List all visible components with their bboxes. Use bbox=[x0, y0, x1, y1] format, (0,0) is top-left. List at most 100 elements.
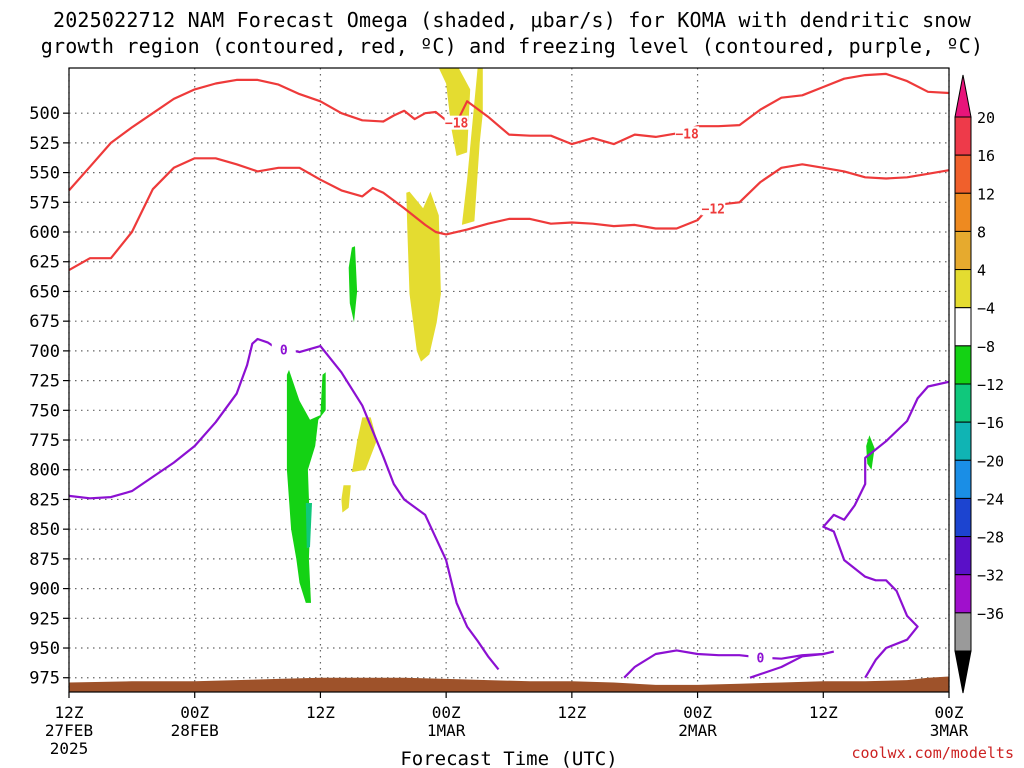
contour-line bbox=[749, 650, 835, 679]
omega-region bbox=[348, 246, 358, 323]
y-tick-label: 950 bbox=[29, 639, 60, 659]
y-tick-label: 925 bbox=[29, 609, 60, 629]
colorbar-swatch bbox=[954, 307, 972, 347]
y-tick-label: 500 bbox=[29, 104, 60, 124]
y-tick-label: 775 bbox=[29, 431, 60, 451]
y-tick-label: 575 bbox=[29, 193, 60, 213]
omega-region bbox=[406, 191, 441, 362]
source-credit: coolwx.com/modelts bbox=[851, 744, 1014, 762]
y-tick-label: 625 bbox=[29, 253, 60, 273]
terrain bbox=[69, 676, 949, 692]
contour-label: 0 bbox=[280, 344, 288, 359]
omega-shading bbox=[286, 68, 875, 603]
colorbar-swatch bbox=[954, 192, 972, 232]
x-tick-label: 12Z bbox=[306, 703, 335, 722]
contour-line bbox=[68, 337, 500, 671]
contour-label-bg bbox=[748, 650, 773, 665]
colorbar-label: 12 bbox=[977, 185, 995, 203]
y-tick-label: 550 bbox=[29, 164, 60, 184]
colorbar-label: −8 bbox=[977, 338, 995, 356]
y-tick-label: 800 bbox=[29, 461, 60, 481]
colorbar-label: −20 bbox=[977, 452, 1004, 470]
contour-labels: −18 −18 −12 0 0 bbox=[271, 115, 773, 667]
omega-region bbox=[438, 68, 471, 156]
x-tick-label: 27FEB bbox=[45, 721, 93, 740]
y-tick-label: 975 bbox=[29, 669, 60, 689]
colorbar-label: −16 bbox=[977, 414, 1004, 432]
colorbar-swatch bbox=[954, 497, 972, 538]
chart-title-line-2: growth region (contoured, red, ºC) and f… bbox=[40, 34, 984, 58]
colorbar-label: 8 bbox=[977, 223, 986, 241]
y-tick-label: 875 bbox=[29, 550, 60, 570]
pressure-axis: 500 525 550 575 600 625 650 675 700 725 750 775 800 8… bbox=[29, 104, 69, 689]
colorbar-swatch bbox=[954, 536, 972, 576]
terrain-fill bbox=[69, 676, 949, 692]
colorbar-swatch bbox=[954, 421, 972, 461]
contour-label: −18 bbox=[675, 127, 699, 142]
colorbar-swatch bbox=[954, 383, 972, 423]
grid-lines bbox=[68, 68, 950, 692]
omega-region bbox=[286, 369, 326, 603]
x-tick-label: 00Z bbox=[683, 703, 712, 722]
colorbar-swatch bbox=[954, 345, 972, 385]
contour-label: −18 bbox=[445, 117, 469, 132]
omega-region bbox=[461, 68, 483, 225]
x-tick-label: 2025 bbox=[50, 739, 89, 758]
x-axis-title: Forecast Time (UTC) bbox=[400, 748, 617, 768]
y-tick-label: 600 bbox=[29, 223, 60, 243]
y-tick-label: 700 bbox=[29, 342, 60, 362]
y-tick-label: 825 bbox=[29, 490, 60, 510]
colorbar-swatch bbox=[954, 230, 972, 271]
colorbar-label: −24 bbox=[977, 490, 1004, 508]
x-tick-label: 00Z bbox=[180, 703, 209, 722]
y-tick-label: 525 bbox=[29, 134, 60, 154]
x-tick-label: 12Z bbox=[809, 703, 838, 722]
contour-label-bg bbox=[271, 342, 296, 357]
y-tick-label: 850 bbox=[29, 520, 60, 540]
contour-line bbox=[68, 72, 950, 192]
y-tick-label: 725 bbox=[29, 372, 60, 392]
contour-label: 0 bbox=[757, 652, 765, 667]
y-tick-label: 900 bbox=[29, 580, 60, 600]
y-tick-label: 650 bbox=[29, 282, 60, 302]
x-tick-label: 28FEB bbox=[171, 721, 219, 740]
contour-label-bg bbox=[675, 126, 700, 141]
contour-label-bg bbox=[444, 115, 469, 130]
omega-region bbox=[351, 417, 377, 473]
x-tick-label: 12Z bbox=[55, 703, 84, 722]
contour-line bbox=[68, 157, 950, 272]
colorbar-label: −32 bbox=[977, 567, 1004, 585]
colorbar-label: 16 bbox=[977, 147, 995, 165]
colorbar-bottom-arrow bbox=[954, 650, 972, 694]
contour-label-bg bbox=[701, 201, 726, 216]
colorbar: 20 16 12 8 4 −4 −8 −12 −16 −20 −24 −28 −32 −36 bbox=[954, 74, 1004, 694]
x-tick-label: 2MAR bbox=[678, 721, 717, 740]
colorbar-label: −28 bbox=[977, 529, 1004, 547]
chart-title-line-1: 2025022712 NAM Forecast Omega (shaded, μ… bbox=[52, 8, 972, 32]
x-tick-label: 1MAR bbox=[427, 721, 466, 740]
colorbar-label: −4 bbox=[977, 300, 995, 318]
colorbar-top-arrow bbox=[954, 74, 972, 118]
x-tick-label: 00Z bbox=[432, 703, 461, 722]
contour-line bbox=[822, 380, 950, 679]
colorbar-label: −36 bbox=[977, 605, 1004, 623]
colorbar-swatch bbox=[954, 574, 972, 614]
colorbar-label: 4 bbox=[977, 262, 986, 280]
colorbar-label: −12 bbox=[977, 376, 1004, 394]
x-tick-label: 12Z bbox=[557, 703, 586, 722]
colorbar-swatch bbox=[954, 116, 972, 156]
colorbar-label: 20 bbox=[977, 109, 995, 127]
y-tick-label: 675 bbox=[29, 312, 60, 332]
colorbar-swatch bbox=[954, 269, 972, 309]
colorbar-swatch bbox=[954, 612, 972, 652]
omega-region bbox=[341, 485, 351, 513]
colorbar-swatch bbox=[954, 459, 972, 499]
y-tick-label: 750 bbox=[29, 401, 60, 421]
x-tick-label: 00Z bbox=[935, 703, 964, 722]
contour-line bbox=[623, 649, 824, 679]
omega-region bbox=[305, 503, 312, 549]
contour-label: −12 bbox=[702, 202, 725, 217]
contour-lines bbox=[68, 72, 950, 679]
